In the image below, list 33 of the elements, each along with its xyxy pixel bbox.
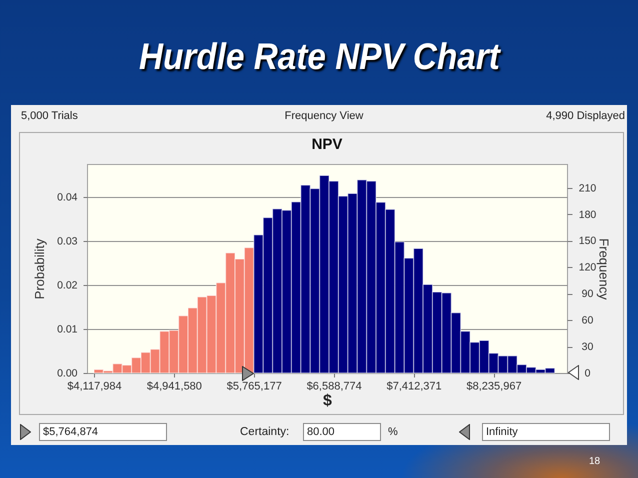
text: Certainty:	[240, 425, 290, 439]
x-tick-label: $6,588,774	[306, 380, 362, 392]
text: 18	[589, 455, 600, 469]
y2-tick-label: 150	[578, 235, 596, 248]
text: 5,000 Trials	[21, 109, 78, 123]
text-field: Infinity	[482, 423, 610, 441]
y2-tick-label: 0	[584, 368, 591, 380]
y-tick-label: 0.02	[57, 280, 78, 292]
y2-tick-label: 90	[582, 288, 594, 300]
x-tick-label: $5,765,177	[226, 380, 282, 392]
text: 4,990 Displayed	[546, 109, 625, 123]
y2-tick-label: 180	[578, 208, 596, 221]
x-tick-label: $4,941,580	[146, 380, 202, 392]
text-field: 80.00	[303, 423, 381, 441]
y-tick-label: 0.03	[57, 236, 78, 248]
text: Frequency View	[284, 109, 364, 123]
chart-title: Hurdle Rate NPV Chart	[138, 36, 500, 77]
y-axis-title: Probability	[32, 238, 48, 300]
y2-tick-label: 60	[582, 314, 594, 327]
y-tick-label: 0.00	[57, 368, 78, 380]
text-field: $5,764,874	[39, 423, 167, 441]
x-tick-label: $4,117,984	[67, 380, 122, 392]
x-axis-title: $	[323, 392, 332, 410]
y2-tick-label: 210	[578, 182, 596, 194]
y-tick-label: 0.04	[57, 192, 78, 204]
x-tick-label: $7,412,371	[386, 380, 442, 392]
chart-subtitle: NPV	[312, 136, 342, 153]
text: %	[388, 425, 398, 439]
y2-tick-label: 120	[578, 262, 596, 274]
y-tick-label: 0.01	[57, 324, 78, 336]
y2-axis-title: Frequency	[596, 238, 612, 300]
y2-tick-label: 30	[582, 341, 594, 354]
x-tick-label: $8,235,967	[466, 380, 522, 392]
